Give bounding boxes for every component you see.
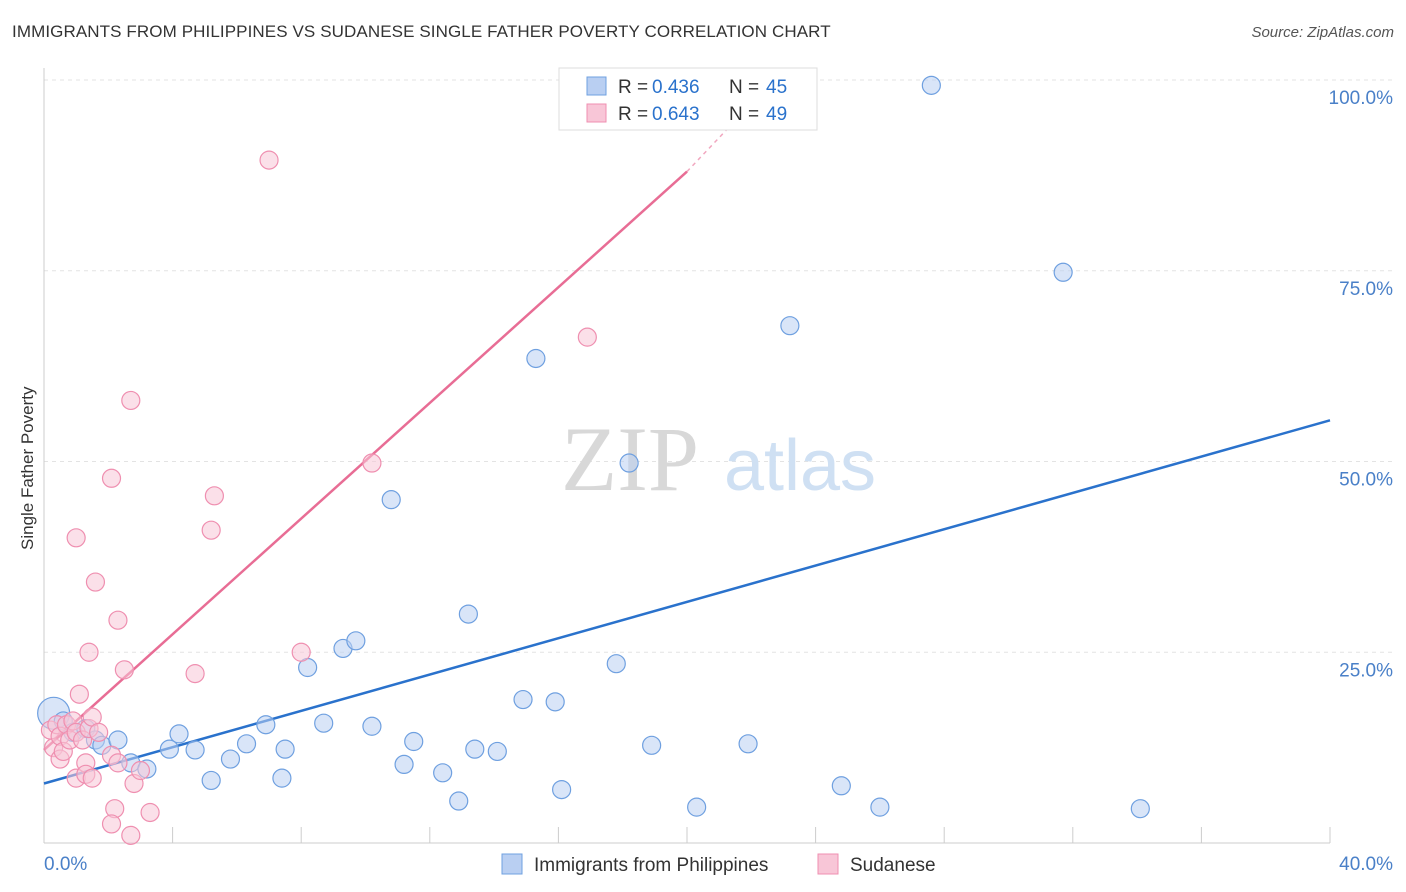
stats-legend: R = 0.436 N = 45 R = 0.643 N = 49 [558, 67, 818, 131]
data-point-series-0 [780, 316, 800, 336]
legend-swatch-sudanese [586, 103, 607, 123]
data-point-series-0 [394, 754, 414, 775]
data-point-series-1 [130, 760, 151, 781]
legend-n-value-1: 45 [766, 77, 787, 98]
y-tick-label: 75.0% [1339, 279, 1393, 300]
data-point-series-1 [108, 610, 128, 630]
y-tick-label: 100.0% [1329, 88, 1394, 109]
data-point-series-1 [362, 453, 382, 473]
legend-n-label-1: N = [729, 77, 759, 98]
data-point-series-1 [101, 814, 122, 834]
data-point-series-0 [433, 763, 453, 783]
legend-r-label-1: R = [618, 77, 648, 98]
legend-swatch-philippines [586, 76, 607, 96]
data-point-series-0 [1053, 262, 1073, 282]
data-point-series-0 [236, 734, 257, 754]
y-tick-label: 50.0% [1339, 470, 1393, 491]
data-point-series-1 [108, 753, 128, 773]
x-tick-label: 0.0% [44, 854, 87, 875]
data-point-series-0 [159, 739, 179, 759]
data-point-series-0 [275, 739, 295, 759]
data-point-series-0 [552, 779, 572, 800]
data-point-series-1 [82, 768, 102, 788]
data-point-series-0 [642, 735, 662, 755]
data-point-series-0 [831, 776, 851, 796]
data-point-series-0 [220, 749, 241, 769]
data-point-series-0 [870, 797, 890, 817]
bottom-legend-label-sudanese: Sudanese [850, 855, 936, 876]
data-point-series-1 [101, 468, 122, 488]
data-point-series-1 [121, 825, 141, 845]
data-point-series-1 [89, 722, 109, 742]
x-tick-label: 40.0% [1339, 854, 1393, 875]
y-axis-label: Single Father Poverty [18, 386, 37, 550]
source-credit: Source: ZipAtlas.com [1251, 24, 1394, 41]
data-point-series-1 [185, 664, 205, 684]
data-point-series-1 [577, 327, 597, 347]
data-point-series-1 [66, 528, 86, 548]
data-point-series-0 [346, 631, 366, 651]
legend-r-label-2: R = [618, 104, 648, 125]
data-point-series-1 [259, 150, 279, 170]
data-point-series-0 [606, 654, 626, 674]
bottom-legend-swatch-philippines [501, 853, 523, 875]
bottom-legend-swatch-sudanese [817, 853, 839, 875]
data-point-series-0 [458, 604, 478, 624]
data-point-series-0 [513, 689, 533, 710]
y-axis-label-wrap: Single Father Poverty [18, 387, 38, 750]
data-point-series-0 [738, 734, 758, 754]
tick-labels: 100.0% 75.0% 50.0% 25.0% 0.0% 40.0% [44, 88, 1393, 875]
data-point-series-0 [201, 770, 221, 791]
data-point-series-1 [121, 390, 141, 411]
data-point-series-1 [114, 660, 134, 680]
series-legend: Immigrants from Philippines Sudanese [501, 853, 936, 876]
data-point-series-0 [381, 490, 401, 510]
data-point-series-0 [256, 715, 276, 735]
data-point-series-0 [272, 768, 292, 788]
bottom-legend-label-philippines: Immigrants from Philippines [534, 855, 768, 876]
data-point-series-0 [404, 731, 424, 752]
legend-n-value-2: 49 [766, 104, 787, 125]
y-tick-label: 25.0% [1339, 660, 1393, 681]
data-point-series-0 [169, 724, 189, 744]
data-point-series-1 [204, 486, 224, 506]
data-point-series-0 [362, 716, 382, 736]
data-point-series-0 [185, 740, 205, 760]
data-point-series-0 [619, 453, 639, 473]
data-point-series-0 [487, 741, 507, 762]
data-point-series-1 [140, 802, 160, 823]
data-point-series-0 [314, 713, 334, 733]
data-point-series-0 [687, 797, 707, 817]
legend-n-label-2: N = [729, 104, 759, 125]
legend-r-value-2: 0.643 [652, 104, 700, 125]
data-point-series-0 [545, 692, 565, 712]
legend-r-value-1: 0.436 [652, 77, 700, 98]
data-point-series-1 [201, 520, 221, 540]
data-point-series-0 [449, 791, 469, 811]
data-point-series-1 [69, 684, 89, 704]
data-point-series-1 [291, 642, 311, 662]
data-point-series-0 [921, 75, 941, 95]
watermark: ZIP atlas [561, 408, 876, 510]
data-point-series-1 [85, 572, 106, 592]
data-point-series-0 [1130, 799, 1150, 819]
data-point-series-0 [465, 739, 485, 759]
data-point-series-0 [526, 348, 546, 369]
chart-title: IMMIGRANTS FROM PHILIPPINES VS SUDANESE … [12, 22, 831, 41]
data-point-series-1 [79, 642, 99, 662]
data-points [37, 75, 1150, 845]
watermark-atlas: atlas [724, 426, 876, 506]
